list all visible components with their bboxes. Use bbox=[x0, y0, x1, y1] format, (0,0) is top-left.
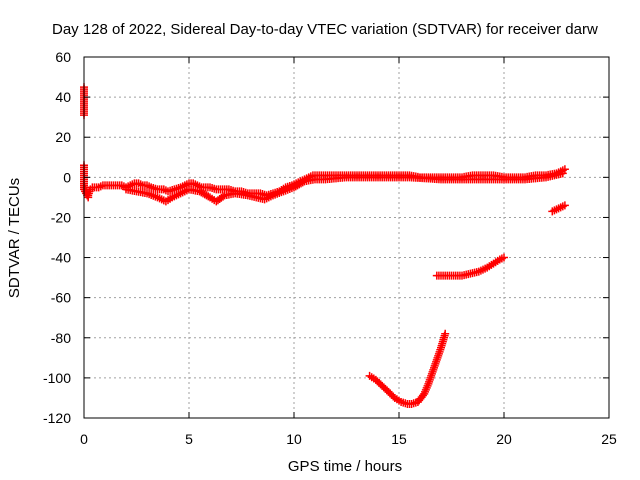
tick-layer bbox=[83, 56, 610, 419]
y-tick-label: -80 bbox=[51, 330, 71, 346]
y-tick-label: 40 bbox=[55, 89, 71, 105]
data-point bbox=[441, 329, 450, 338]
y-tick-label: 0 bbox=[63, 169, 71, 185]
data-point bbox=[219, 192, 228, 201]
data-point bbox=[500, 253, 508, 262]
y-tick-label: 60 bbox=[55, 49, 71, 65]
x-tick-label: 15 bbox=[391, 431, 407, 447]
x-tick-label: 20 bbox=[496, 431, 512, 447]
y-axis-title: SDTVAR / TECUs bbox=[6, 178, 23, 298]
y-tick-label: -40 bbox=[51, 250, 71, 266]
series-lower-band bbox=[122, 169, 567, 206]
y-tick-label: 20 bbox=[55, 129, 71, 145]
data-point bbox=[558, 169, 567, 178]
series-mid-arc bbox=[432, 253, 508, 280]
data-point bbox=[84, 193, 93, 202]
series-deep-arc bbox=[365, 329, 450, 408]
data-point bbox=[298, 178, 307, 187]
y-tick-label: -20 bbox=[51, 209, 71, 225]
x-tick-label: 25 bbox=[601, 431, 617, 447]
y-tick-label: -120 bbox=[43, 410, 71, 426]
x-tick-label: 5 bbox=[185, 431, 193, 447]
x-tick-label: 10 bbox=[286, 431, 302, 447]
data-point bbox=[560, 201, 569, 210]
chart-title: Day 128 of 2022, Sidereal Day-to-day VTE… bbox=[52, 21, 598, 38]
data-layer bbox=[80, 83, 569, 408]
series-late-segment bbox=[548, 201, 569, 216]
plot-frame bbox=[83, 56, 610, 419]
label-layer: 0 5 10 15 20 25 -120 -100 -80 -60 -40 -20 0 20 40 60 bbox=[43, 49, 617, 447]
x-axis-title: GPS time / hours bbox=[288, 458, 402, 475]
grid-layer bbox=[84, 57, 609, 418]
data-point bbox=[560, 165, 569, 174]
x-tick-label: 0 bbox=[80, 431, 88, 447]
y-tick-label: -60 bbox=[51, 290, 71, 306]
y-tick-label: -100 bbox=[43, 370, 71, 386]
